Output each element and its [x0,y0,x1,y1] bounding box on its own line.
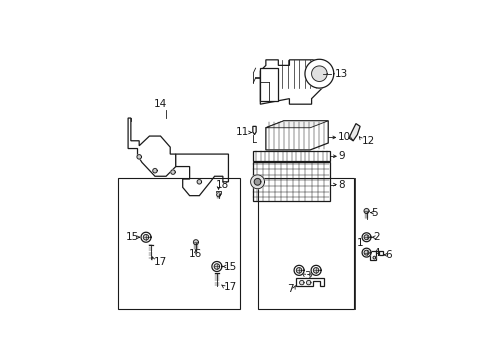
Polygon shape [214,264,219,269]
Polygon shape [216,193,220,197]
Polygon shape [216,191,221,194]
Polygon shape [265,121,327,128]
Polygon shape [128,118,175,176]
Polygon shape [265,121,327,150]
Polygon shape [369,251,382,260]
Text: 1: 1 [356,238,363,248]
Polygon shape [260,60,322,104]
Polygon shape [211,261,222,271]
Polygon shape [252,162,329,201]
Text: 5: 5 [371,208,377,218]
Text: 10: 10 [337,132,350,143]
Polygon shape [299,280,304,285]
Text: 4: 4 [373,248,379,258]
Polygon shape [254,179,260,185]
Text: 6: 6 [384,251,391,260]
Text: 8: 8 [337,180,344,190]
Polygon shape [137,155,141,159]
Text: 17: 17 [224,282,237,292]
Polygon shape [197,180,201,184]
Text: 11: 11 [235,127,248,137]
Polygon shape [141,232,151,242]
Polygon shape [348,123,359,141]
Polygon shape [252,126,256,135]
Polygon shape [372,256,375,259]
Text: 3: 3 [304,271,310,281]
Polygon shape [362,233,370,242]
Polygon shape [193,240,198,245]
Polygon shape [363,208,368,213]
Polygon shape [311,66,326,81]
Bar [257,178,353,309]
Polygon shape [293,265,304,275]
Polygon shape [296,267,301,273]
Text: 17: 17 [154,257,167,266]
Polygon shape [364,250,368,255]
Polygon shape [260,68,278,102]
Polygon shape [252,151,329,161]
Polygon shape [305,59,333,88]
Text: 15: 15 [224,261,237,271]
Bar [118,178,239,309]
Text: 15: 15 [125,232,139,242]
Polygon shape [313,267,318,273]
Polygon shape [170,170,175,174]
Polygon shape [250,175,264,189]
Polygon shape [143,234,148,240]
Polygon shape [175,154,228,195]
Polygon shape [296,278,324,286]
Polygon shape [310,265,321,275]
Text: 18: 18 [216,180,229,190]
Text: 16: 16 [189,249,202,259]
Polygon shape [306,280,310,285]
Text: 7: 7 [287,284,293,294]
Text: 13: 13 [334,69,347,79]
Polygon shape [364,235,368,240]
Text: 9: 9 [337,151,344,161]
Text: 2: 2 [373,232,379,242]
Text: 12: 12 [361,136,374,146]
Polygon shape [152,168,157,173]
Text: 14: 14 [154,99,167,109]
Polygon shape [362,248,370,257]
